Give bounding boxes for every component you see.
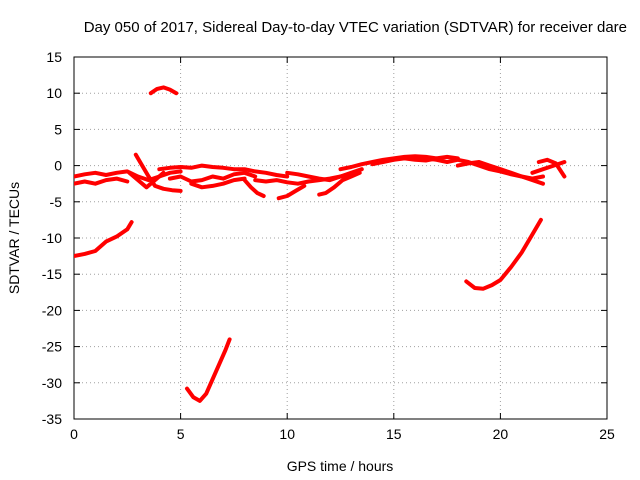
- x-tick-label: 10: [279, 426, 295, 442]
- chart-title: Day 050 of 2017, Sidereal Day-to-day VTE…: [84, 19, 627, 36]
- series-arc-14: [276, 183, 307, 201]
- series-arc-8: [127, 170, 166, 190]
- y-tick-label: 10: [46, 85, 62, 101]
- y-tick-label: -15: [42, 266, 62, 282]
- y-axis-ticks: 15 10 5 0 -5 -10 -15 -20 -25 -30 -35: [42, 49, 607, 427]
- x-tick-label: 5: [177, 426, 185, 442]
- series-arc-6: [74, 176, 130, 186]
- y-tick-label: -20: [42, 302, 62, 318]
- y-tick-label: 0: [54, 158, 62, 174]
- series-arc-2: [148, 85, 179, 96]
- x-tick-label: 20: [493, 426, 509, 442]
- y-tick-label: -35: [42, 411, 62, 427]
- y-tick-label: -25: [42, 339, 62, 355]
- data-series: [74, 85, 567, 403]
- x-tick-label: 15: [386, 426, 402, 442]
- y-tick-label: 15: [46, 49, 62, 65]
- series-arc-16: [285, 167, 364, 183]
- y-tick-label: -5: [50, 194, 63, 210]
- series-arc-10: [167, 170, 258, 184]
- gridlines: [74, 57, 607, 419]
- x-tick-label: 0: [70, 426, 78, 442]
- series-arc-9: [157, 163, 290, 179]
- plot-frame: [73, 56, 608, 420]
- series-arc-3: [185, 337, 232, 403]
- series-arc-11: [189, 176, 247, 190]
- x-axis-label: GPS time / hours: [287, 458, 394, 474]
- x-tick-label: 25: [599, 426, 615, 442]
- y-tick-label: 5: [54, 121, 62, 137]
- x-axis-ticks: 0 5 10 15 20 25: [70, 57, 615, 442]
- series-arc-22: [536, 157, 567, 179]
- series-arc-21: [530, 160, 567, 175]
- series-arc-7: [133, 152, 183, 193]
- y-axis-label: SDTVAR / TECUs: [6, 182, 22, 294]
- series-arc-20: [455, 160, 545, 186]
- series-arc-4: [464, 217, 543, 291]
- series-arc-15: [317, 170, 362, 197]
- y-tick-label: -30: [42, 375, 62, 391]
- series-arc-13: [242, 178, 266, 198]
- series-arc-1: [74, 220, 134, 259]
- y-tick-label: -10: [42, 230, 62, 246]
